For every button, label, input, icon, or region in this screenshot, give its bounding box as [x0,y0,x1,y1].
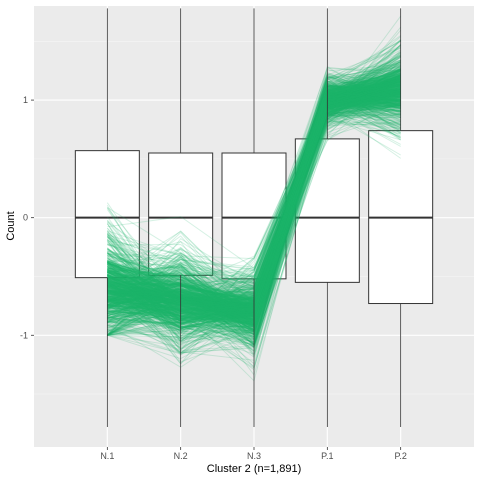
profile-line [107,71,401,305]
profile-line [106,95,401,318]
profile-line [107,94,401,270]
y-tick-label: -1 [20,330,28,340]
profile-line [107,76,401,293]
profile-line [107,64,401,319]
profile-line [106,113,401,344]
y-tick-label: 1 [23,95,28,105]
profile-line [107,69,401,277]
box [294,138,360,283]
profile-line [107,104,401,321]
x-tick-label: P.1 [321,451,333,461]
boxplots [106,8,402,428]
profile-line [107,15,402,268]
profile-line [107,75,401,320]
profile-line [107,84,401,329]
profile-line [107,46,401,334]
box-layer [74,130,434,305]
y-axis-title: Count [5,211,17,240]
x-tick-label: N.3 [247,451,261,461]
box [221,152,287,280]
profile-line [107,67,401,323]
profile-line [107,95,401,302]
profile-line [107,110,401,285]
profile-line [107,36,402,287]
profile-line [107,62,401,281]
box [74,150,140,279]
profile-line [106,40,402,333]
profile-line [106,78,401,346]
profile-line [107,75,401,293]
profile-line [106,87,401,336]
profile-line [107,97,401,303]
profile-line [107,98,401,336]
profile-line [107,98,401,279]
profile-line [107,64,401,314]
profile-line [106,39,401,365]
x-axis-ticks: N.1 N.2 N.3 P.1 P.2 [100,447,407,461]
profile-line [107,91,401,323]
x-tick-label: N.1 [100,451,114,461]
profile-line [107,84,401,277]
profile-line [106,70,401,322]
profile-line [107,68,401,300]
x-tick-label: P.2 [394,451,406,461]
y-axis-ticks: -1 0 1 [20,95,34,340]
profile-line [106,54,401,352]
profile-line [107,62,401,331]
profile-line [107,73,401,304]
profile-line [106,108,401,319]
profile-line [106,91,401,319]
x-axis-title: Cluster 2 (n=1,891) [207,463,301,475]
profile-line [107,91,401,260]
y-tick-label: 0 [23,213,28,223]
profile-line [107,102,401,295]
profile-line [107,105,401,334]
profile-line [107,64,401,274]
x-tick-label: N.2 [174,451,188,461]
profile-line [107,78,401,337]
